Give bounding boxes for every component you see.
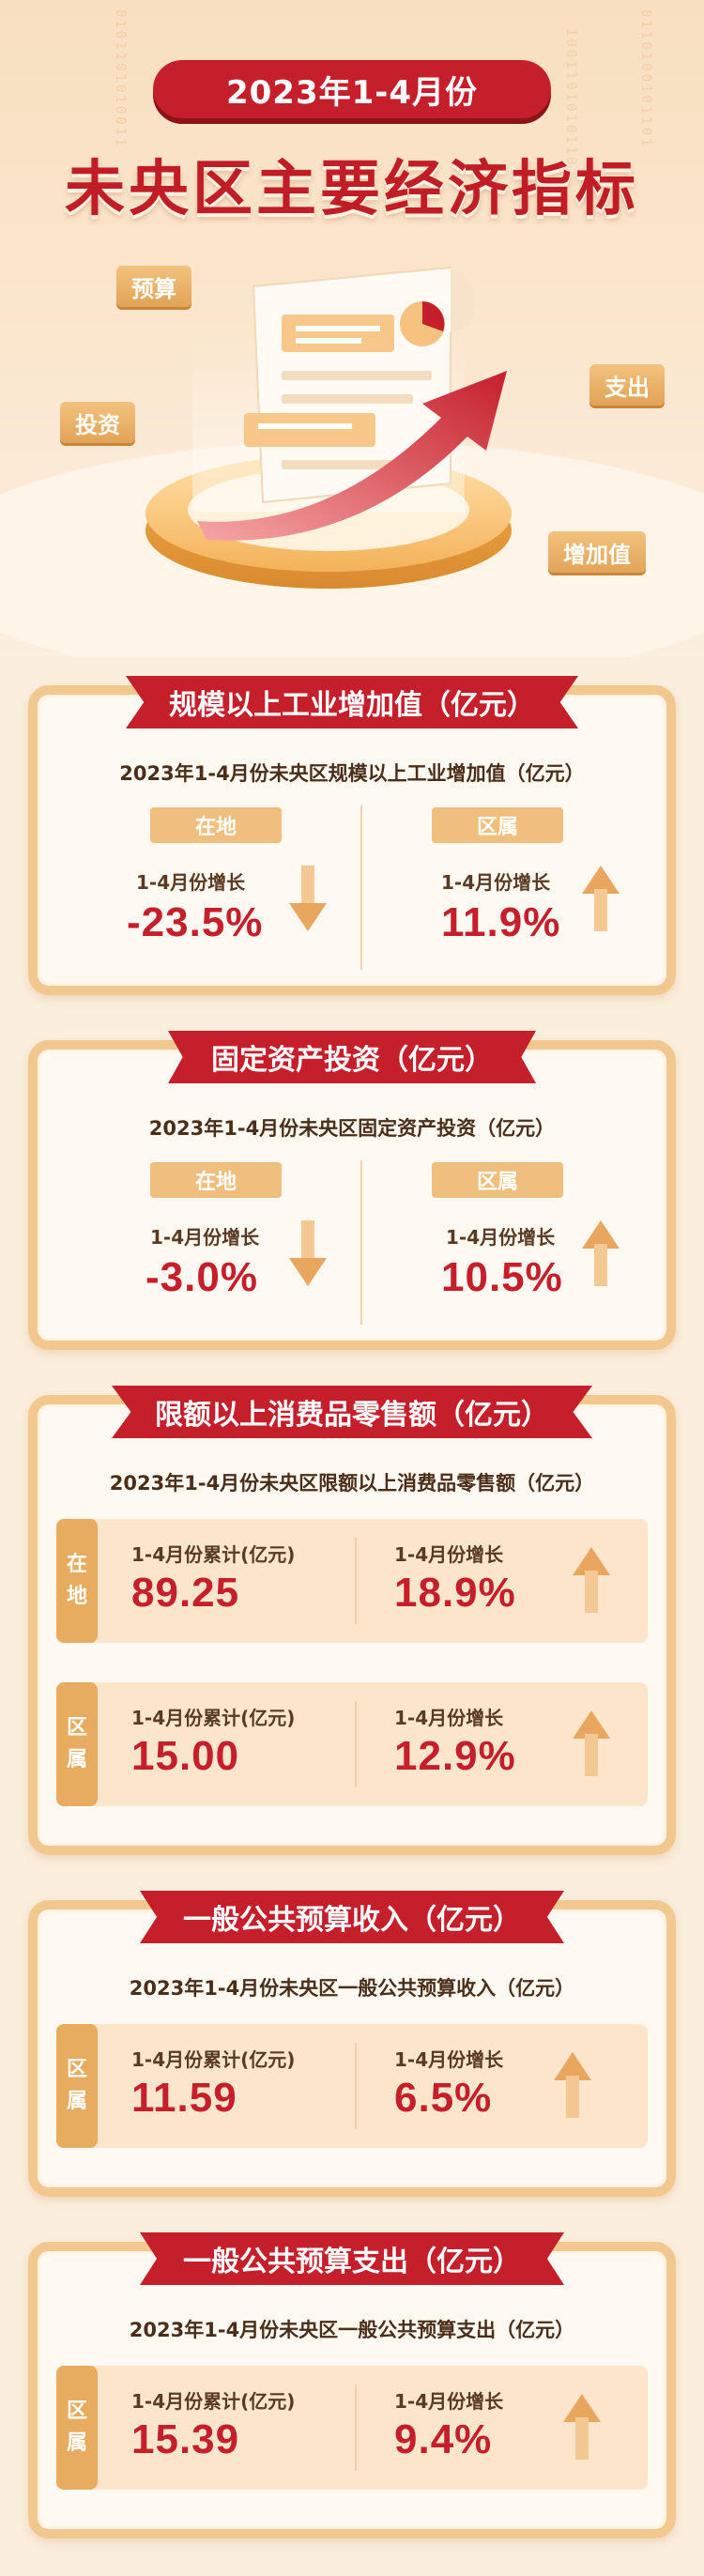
- divider: [355, 1701, 357, 1787]
- growth-label: 1-4月份增长: [136, 871, 246, 894]
- section-banner: 规模以上工业增加值（亿元）: [126, 676, 578, 728]
- arrow-up-icon: [573, 1710, 610, 1776]
- growth-label: 1-4月份增长: [150, 1226, 260, 1249]
- binary-decoration: 1001101010110: [563, 28, 578, 168]
- growth-value: 6.5%: [394, 2075, 493, 2121]
- row-tab-char: 区: [66, 1716, 87, 1740]
- total-value: 11.59: [131, 2075, 237, 2121]
- arrow-up-icon: [582, 1220, 620, 1286]
- tag-district: 区属: [432, 1162, 563, 1198]
- section-subtitle: 2023年1-4月份未央区一般公共预算支出（亿元）: [129, 2319, 575, 2341]
- growth-value: 11.9%: [441, 899, 561, 945]
- growth-value: 12.9%: [394, 1733, 516, 1779]
- growth-label: 1-4月份增长: [394, 2048, 504, 2071]
- divider: [355, 2384, 357, 2471]
- row-tab-char: 区: [66, 2400, 87, 2423]
- arrow-down-icon: [289, 866, 327, 931]
- total-value: 15.39: [131, 2416, 240, 2462]
- growth-value: -3.0%: [145, 1254, 258, 1300]
- section-subtitle: 2023年1-4月份未央区固定资产投资（亿元）: [148, 1117, 556, 1140]
- arrow-up-icon: [554, 2052, 591, 2118]
- growth-label: 1-4月份增长: [446, 1226, 556, 1249]
- total-value: 89.25: [131, 1570, 240, 1616]
- divider: [360, 805, 362, 970]
- tag-investment: 投资: [60, 402, 135, 443]
- growth-label: 1-4月份增长: [394, 1543, 504, 1566]
- row-tab-char: 地: [66, 1585, 87, 1608]
- total-label: 1-4月份累计(亿元): [131, 2390, 296, 2413]
- section-subtitle: 2023年1-4月份未央区规模以上工业增加值（亿元）: [119, 762, 585, 785]
- growth-value: 10.5%: [441, 1254, 563, 1300]
- row-tab-char: 属: [66, 2431, 87, 2455]
- section-subtitle: 2023年1-4月份未央区一般公共预算收入（亿元）: [129, 1977, 575, 2000]
- section-expenditure: 一般公共预算支出（亿元） 2023年1-4月份未央区一般公共预算支出（亿元） 区…: [28, 2232, 676, 2538]
- section-investment: 固定资产投资（亿元） 2023年1-4月份未央区固定资产投资（亿元） 在地 1-…: [28, 1031, 676, 1350]
- tag-budget: 预算: [116, 266, 191, 307]
- divider: [360, 1160, 362, 1325]
- section-subtitle: 2023年1-4月份未央区限额以上消费品零售额（亿元）: [109, 1472, 595, 1495]
- section-revenue: 一般公共预算收入（亿元） 2023年1-4月份未央区一般公共预算收入（亿元） 区…: [28, 1891, 676, 2197]
- growth-label: 1-4月份增长: [394, 1707, 504, 1729]
- row-tab-char: 属: [66, 2090, 87, 2113]
- period-pill: 2023年1-4月份: [153, 60, 551, 118]
- divider: [355, 2043, 357, 2129]
- total-label: 1-4月份累计(亿元): [131, 1707, 296, 1729]
- binary-decoration: 0110100101101: [638, 9, 653, 149]
- row-tab: 区 属: [56, 1682, 98, 1806]
- arrow-up-icon: [582, 866, 620, 931]
- hero-illustration: [145, 266, 512, 589]
- binary-decoration: 0101101010011: [113, 9, 128, 149]
- section-banner: 一般公共预算支出（亿元）: [140, 2232, 564, 2285]
- page-title: 未央区主要经济指标: [65, 155, 639, 224]
- row-tab-char: 区: [66, 2058, 87, 2081]
- total-label: 1-4月份累计(亿元): [131, 2048, 296, 2071]
- total-value: 15.00: [131, 1733, 240, 1779]
- data-row-local: 在 地 1-4月份累计(亿元) 89.25 1-4月份增长 18.9%: [56, 1519, 648, 1643]
- row-tab: 在 地: [56, 1519, 98, 1643]
- row-tab: 区 属: [56, 2024, 98, 2148]
- growth-value: 9.4%: [394, 2416, 493, 2462]
- growth-value: -23.5%: [127, 899, 264, 945]
- section-industry: 规模以上工业增加值（亿元） 2023年1-4月份未央区规模以上工业增加值（亿元）…: [28, 676, 676, 995]
- arrow-up-icon: [563, 2394, 601, 2460]
- row-tab-char: 在: [66, 1553, 87, 1576]
- row-tab-char: 属: [66, 1748, 87, 1771]
- tag-district: 区属: [432, 807, 563, 843]
- data-row-district: 区 属 1-4月份累计(亿元) 15.39 1-4月份增长 9.4%: [56, 2366, 648, 2490]
- growth-label: 1-4月份增长: [394, 2390, 504, 2413]
- section-banner: 限额以上消费品零售额（亿元）: [112, 1386, 592, 1438]
- growth-value: 18.9%: [394, 1570, 516, 1616]
- tag-local: 在地: [150, 807, 282, 843]
- data-row-district: 区 属 1-4月份累计(亿元) 15.00 1-4月份增长 12.9%: [56, 1682, 648, 1806]
- total-label: 1-4月份累计(亿元): [131, 1543, 296, 1566]
- tag-value-added: 增加值: [548, 531, 646, 573]
- tag-local: 在地: [150, 1162, 282, 1198]
- arrow-up-icon: [573, 1547, 610, 1613]
- section-banner: 一般公共预算收入（亿元）: [140, 1891, 564, 1943]
- tag-expense: 支出: [589, 364, 665, 406]
- section-banner: 固定资产投资（亿元）: [168, 1031, 536, 1083]
- growth-label: 1-4月份增长: [441, 871, 551, 894]
- divider: [355, 1538, 357, 1624]
- section-retail: 限额以上消费品零售额（亿元） 2023年1-4月份未央区限额以上消费品零售额（亿…: [28, 1386, 676, 1855]
- arrow-down-icon: [289, 1220, 327, 1286]
- row-tab: 区 属: [56, 2366, 98, 2490]
- hero-banner: 0101101010011 1001101010110 011010010110…: [0, 0, 704, 657]
- data-row-district: 区 属 1-4月份累计(亿元) 11.59 1-4月份增长 6.5%: [56, 2024, 648, 2148]
